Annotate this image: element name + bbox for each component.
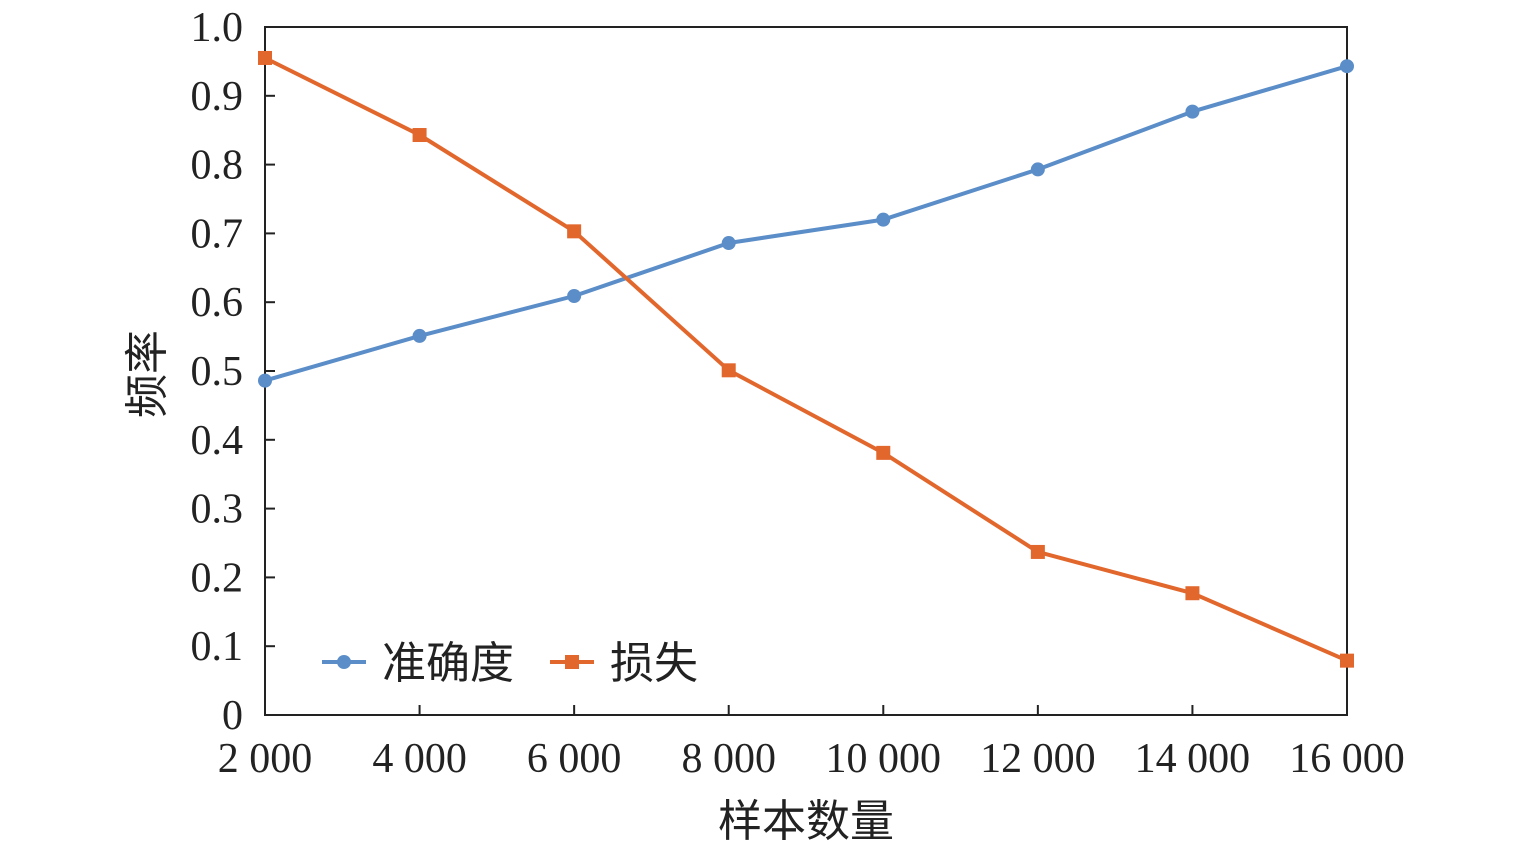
series-layer [258, 50, 1354, 668]
series-line [264, 64, 1348, 383]
y-tick-label: 0.4 [191, 418, 244, 464]
y-axis-ticks: 0 0.1 0.2 0.3 0.4 0.5 0.6 0.7 0.8 0.9 1.0 [191, 5, 275, 739]
x-tick-label: 16 000 [1289, 736, 1405, 782]
y-axis-title: 频率 [122, 330, 173, 418]
data-point [1340, 59, 1354, 74]
data-point [721, 236, 736, 251]
series-2 [258, 50, 1354, 668]
data-point [412, 128, 427, 143]
x-tick-label: 8 000 [681, 736, 776, 782]
legend-swatch-marker [565, 655, 579, 669]
data-point [412, 328, 427, 343]
data-point [1030, 544, 1045, 559]
data-point [1185, 104, 1200, 119]
data-point [1185, 586, 1200, 601]
data-point [721, 363, 736, 378]
x-axis-ticks: 2 000 4 000 6 000 8 000 10 000 12 000 14 000 16… [218, 705, 1405, 782]
y-tick-label: 0.1 [191, 624, 244, 670]
x-axis-title: 样本数量 [718, 796, 894, 847]
data-point [567, 224, 582, 239]
y-tick-label: 1.0 [191, 5, 244, 51]
x-tick-label: 12 000 [980, 736, 1096, 782]
data-point [876, 445, 891, 460]
data-point [567, 289, 582, 304]
x-tick-label: 14 000 [1135, 736, 1251, 782]
legend-swatch-marker [337, 655, 351, 669]
data-point [1340, 653, 1354, 668]
y-tick-label: 0.9 [191, 74, 244, 120]
y-tick-label: 0 [222, 693, 243, 739]
y-tick-label: 0.3 [191, 487, 244, 533]
y-tick-label: 0.8 [191, 143, 244, 189]
legend-item: 准确度 [322, 638, 514, 689]
x-tick-label: 10 000 [826, 736, 942, 782]
x-tick-label: 2 000 [218, 736, 313, 782]
x-tick-label: 4 000 [372, 736, 467, 782]
x-tick-label: 6 000 [527, 736, 622, 782]
legend: 准确度 损失 [322, 638, 698, 689]
series-line [264, 56, 1348, 663]
data-point [258, 50, 272, 65]
data-point [258, 373, 272, 388]
y-tick-label: 0.7 [191, 211, 244, 257]
y-tick-label: 0.6 [191, 280, 244, 326]
data-point [1030, 162, 1045, 177]
axes [264, 26, 1348, 716]
plot-frame [264, 26, 1348, 716]
series-1 [258, 59, 1354, 388]
legend-label: 损失 [610, 638, 698, 689]
y-tick-label: 0.2 [191, 555, 244, 601]
legend-item: 损失 [550, 638, 698, 689]
y-tick-label: 0.5 [191, 349, 244, 395]
legend-label: 准确度 [382, 638, 514, 689]
data-point [876, 212, 891, 227]
